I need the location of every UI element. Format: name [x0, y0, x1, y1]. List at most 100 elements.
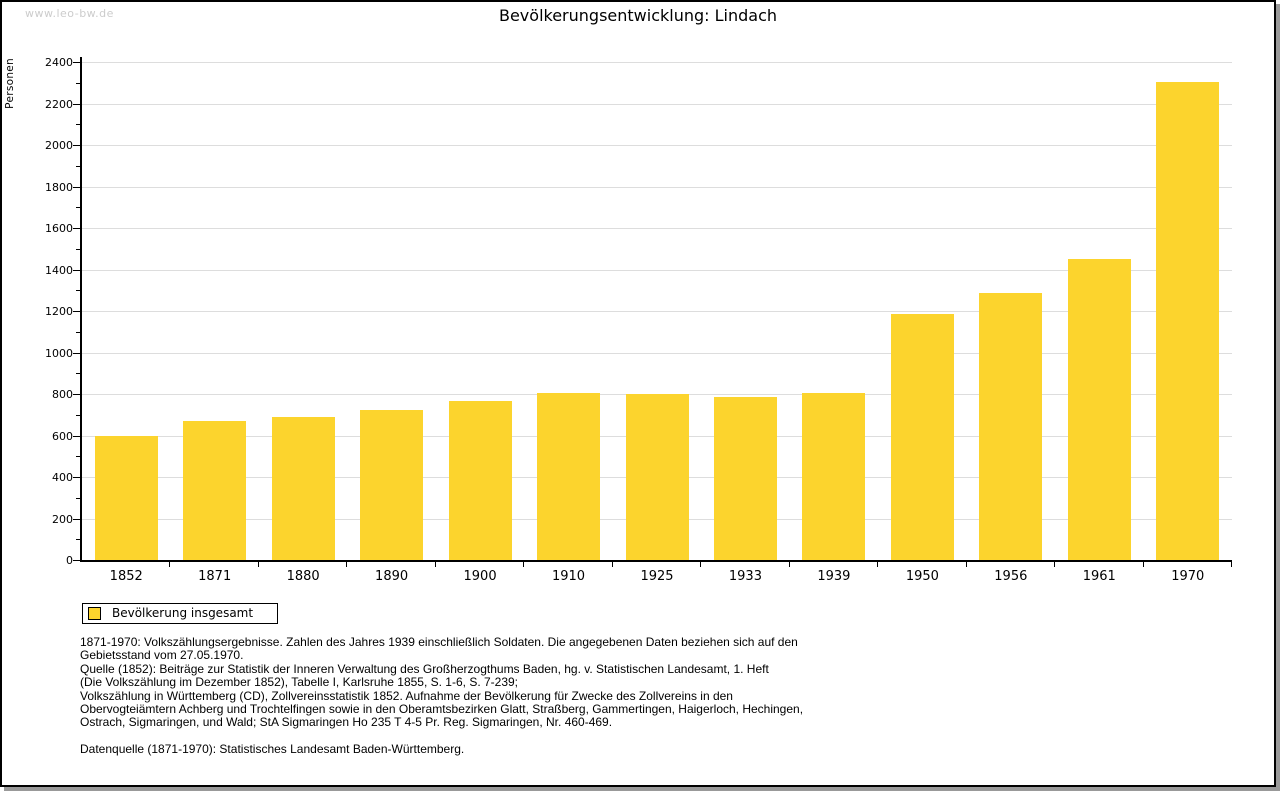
- y-tick-label: 0: [66, 554, 73, 567]
- x-tick: [257, 562, 259, 567]
- y-axis-line: [80, 57, 82, 562]
- bar-1970: [1156, 82, 1220, 560]
- x-tick: [611, 562, 613, 567]
- legend-box: Bevölkerung insgesamt: [82, 603, 279, 624]
- y-minor-tick: [76, 82, 80, 84]
- y-major-tick: [73, 145, 80, 146]
- footnote-lines: 1871-1970: Volkszählungsergebnisse. Zahl…: [80, 635, 803, 730]
- y-axis-title: Personen: [4, 58, 16, 109]
- x-tick-label: 1956: [994, 569, 1028, 584]
- bar-1910: [537, 392, 601, 560]
- y-tick-label: 2200: [45, 97, 73, 111]
- x-tick: [700, 562, 702, 567]
- gridline: [82, 145, 1232, 146]
- y-tick-label: 400: [52, 471, 73, 484]
- footnotes-block: 1871-1970: Volkszählungsergebnisse. Zahl…: [80, 635, 803, 756]
- x-tick: [523, 562, 525, 567]
- gridline: [82, 352, 1232, 354]
- y-minor-tick: [76, 497, 80, 499]
- y-tick-label: 1400: [45, 263, 73, 277]
- y-major-tick: [73, 228, 80, 229]
- x-tick: [346, 562, 348, 567]
- watermark-url: www.leo-bw.de: [25, 7, 114, 20]
- y-major-tick: [73, 62, 80, 63]
- y-minor-tick: [76, 539, 80, 541]
- bar-1933: [713, 396, 777, 560]
- bar-1950: [890, 313, 954, 560]
- y-minor-tick: [76, 373, 80, 375]
- bar-1880: [271, 417, 335, 560]
- x-tick-label: 1925: [640, 569, 674, 584]
- y-major-tick: [73, 269, 80, 271]
- bar-1890: [360, 410, 424, 560]
- gridline: [82, 311, 1232, 312]
- y-minor-tick: [76, 165, 80, 167]
- y-tick-label: 200: [52, 512, 73, 526]
- footnote-line: Gebietsstand vom 27.05.1970.: [80, 648, 244, 663]
- y-minor-tick: [76, 456, 80, 458]
- gridline: [82, 62, 1232, 63]
- y-major-tick: [73, 311, 80, 312]
- datasource-line: Datenquelle (1871-1970): Statistisches L…: [80, 741, 465, 756]
- x-tick-label: 1871: [198, 569, 232, 584]
- bar-1871: [183, 420, 247, 560]
- x-axis-line: [80, 560, 1232, 562]
- x-tick-label: 1939: [817, 569, 851, 584]
- y-major-tick: [73, 186, 80, 188]
- x-tick: [788, 562, 790, 567]
- x-tick-label: 1890: [375, 569, 409, 584]
- plot-area: 0 200 400 600 800 1000 1200 1400 1600 1800 2000 220…: [45, 56, 1232, 584]
- bar-1900: [448, 401, 512, 560]
- y-minor-tick: [76, 290, 80, 292]
- legend-label: Bevölkerung insgesamt: [112, 606, 254, 620]
- x-tick-label: 1880: [286, 569, 320, 584]
- x-tick-label: 1910: [551, 569, 586, 584]
- y-major-tick: [73, 103, 80, 105]
- y-major-tick: [73, 560, 80, 561]
- gridline: [82, 186, 1232, 188]
- y-major-tick: [73, 352, 80, 354]
- y-minor-tick: [76, 207, 80, 209]
- y-tick-label: 2400: [45, 56, 73, 69]
- x-tick-label: 1900: [463, 569, 497, 584]
- footnote-line: Ostrach, Sigmaringen, und Wald; StA Sigm…: [80, 715, 613, 730]
- footnote-line: Quelle (1852): Beiträge zur Statistik de…: [80, 661, 769, 676]
- gridline: [82, 228, 1232, 229]
- bar-1925: [625, 394, 689, 560]
- legend-color-swatch: [88, 607, 101, 620]
- x-tick: [877, 562, 879, 567]
- bar-1961: [1067, 258, 1131, 560]
- y-major-tick: [73, 518, 80, 520]
- footnote-line: Volkszählung in Württemberg (CD), Zollve…: [80, 688, 733, 703]
- y-tick-label: 1200: [45, 305, 73, 318]
- footnote-line: (Die Volkszählung im Dezember 1852), Tab…: [80, 675, 519, 690]
- y-major-tick: [73, 394, 80, 395]
- bar-1956: [979, 292, 1043, 560]
- x-tick-label: 1852: [109, 569, 143, 584]
- y-tick-label: 800: [52, 388, 73, 401]
- y-tick-label: 1800: [45, 180, 73, 194]
- y-tick-label: 2000: [45, 139, 73, 152]
- footnote-line: 1871-1970: Volkszählungsergebnisse. Zahl…: [80, 635, 798, 649]
- y-major-tick: [73, 435, 80, 437]
- x-tick: [169, 562, 171, 567]
- y-minor-tick: [76, 331, 80, 333]
- x-tick: [1231, 562, 1232, 567]
- x-tick: [1142, 562, 1144, 567]
- x-tick: [1054, 562, 1056, 567]
- y-minor-tick: [76, 414, 80, 416]
- bar-1939: [802, 393, 866, 560]
- x-tick-label: 1961: [1082, 569, 1116, 584]
- y-tick-label: 1600: [45, 222, 73, 235]
- bar-1852: [94, 435, 158, 560]
- chart-title: Bevölkerungsentwicklung: Lindach: [498, 6, 778, 25]
- y-major-tick: [73, 477, 80, 478]
- x-tick: [434, 562, 436, 567]
- x-tick: [965, 562, 967, 567]
- x-tick-label: 1950: [905, 569, 939, 584]
- gridline: [82, 103, 1232, 105]
- x-tick-label: 1970: [1171, 569, 1205, 584]
- y-tick-label: 1000: [45, 346, 73, 360]
